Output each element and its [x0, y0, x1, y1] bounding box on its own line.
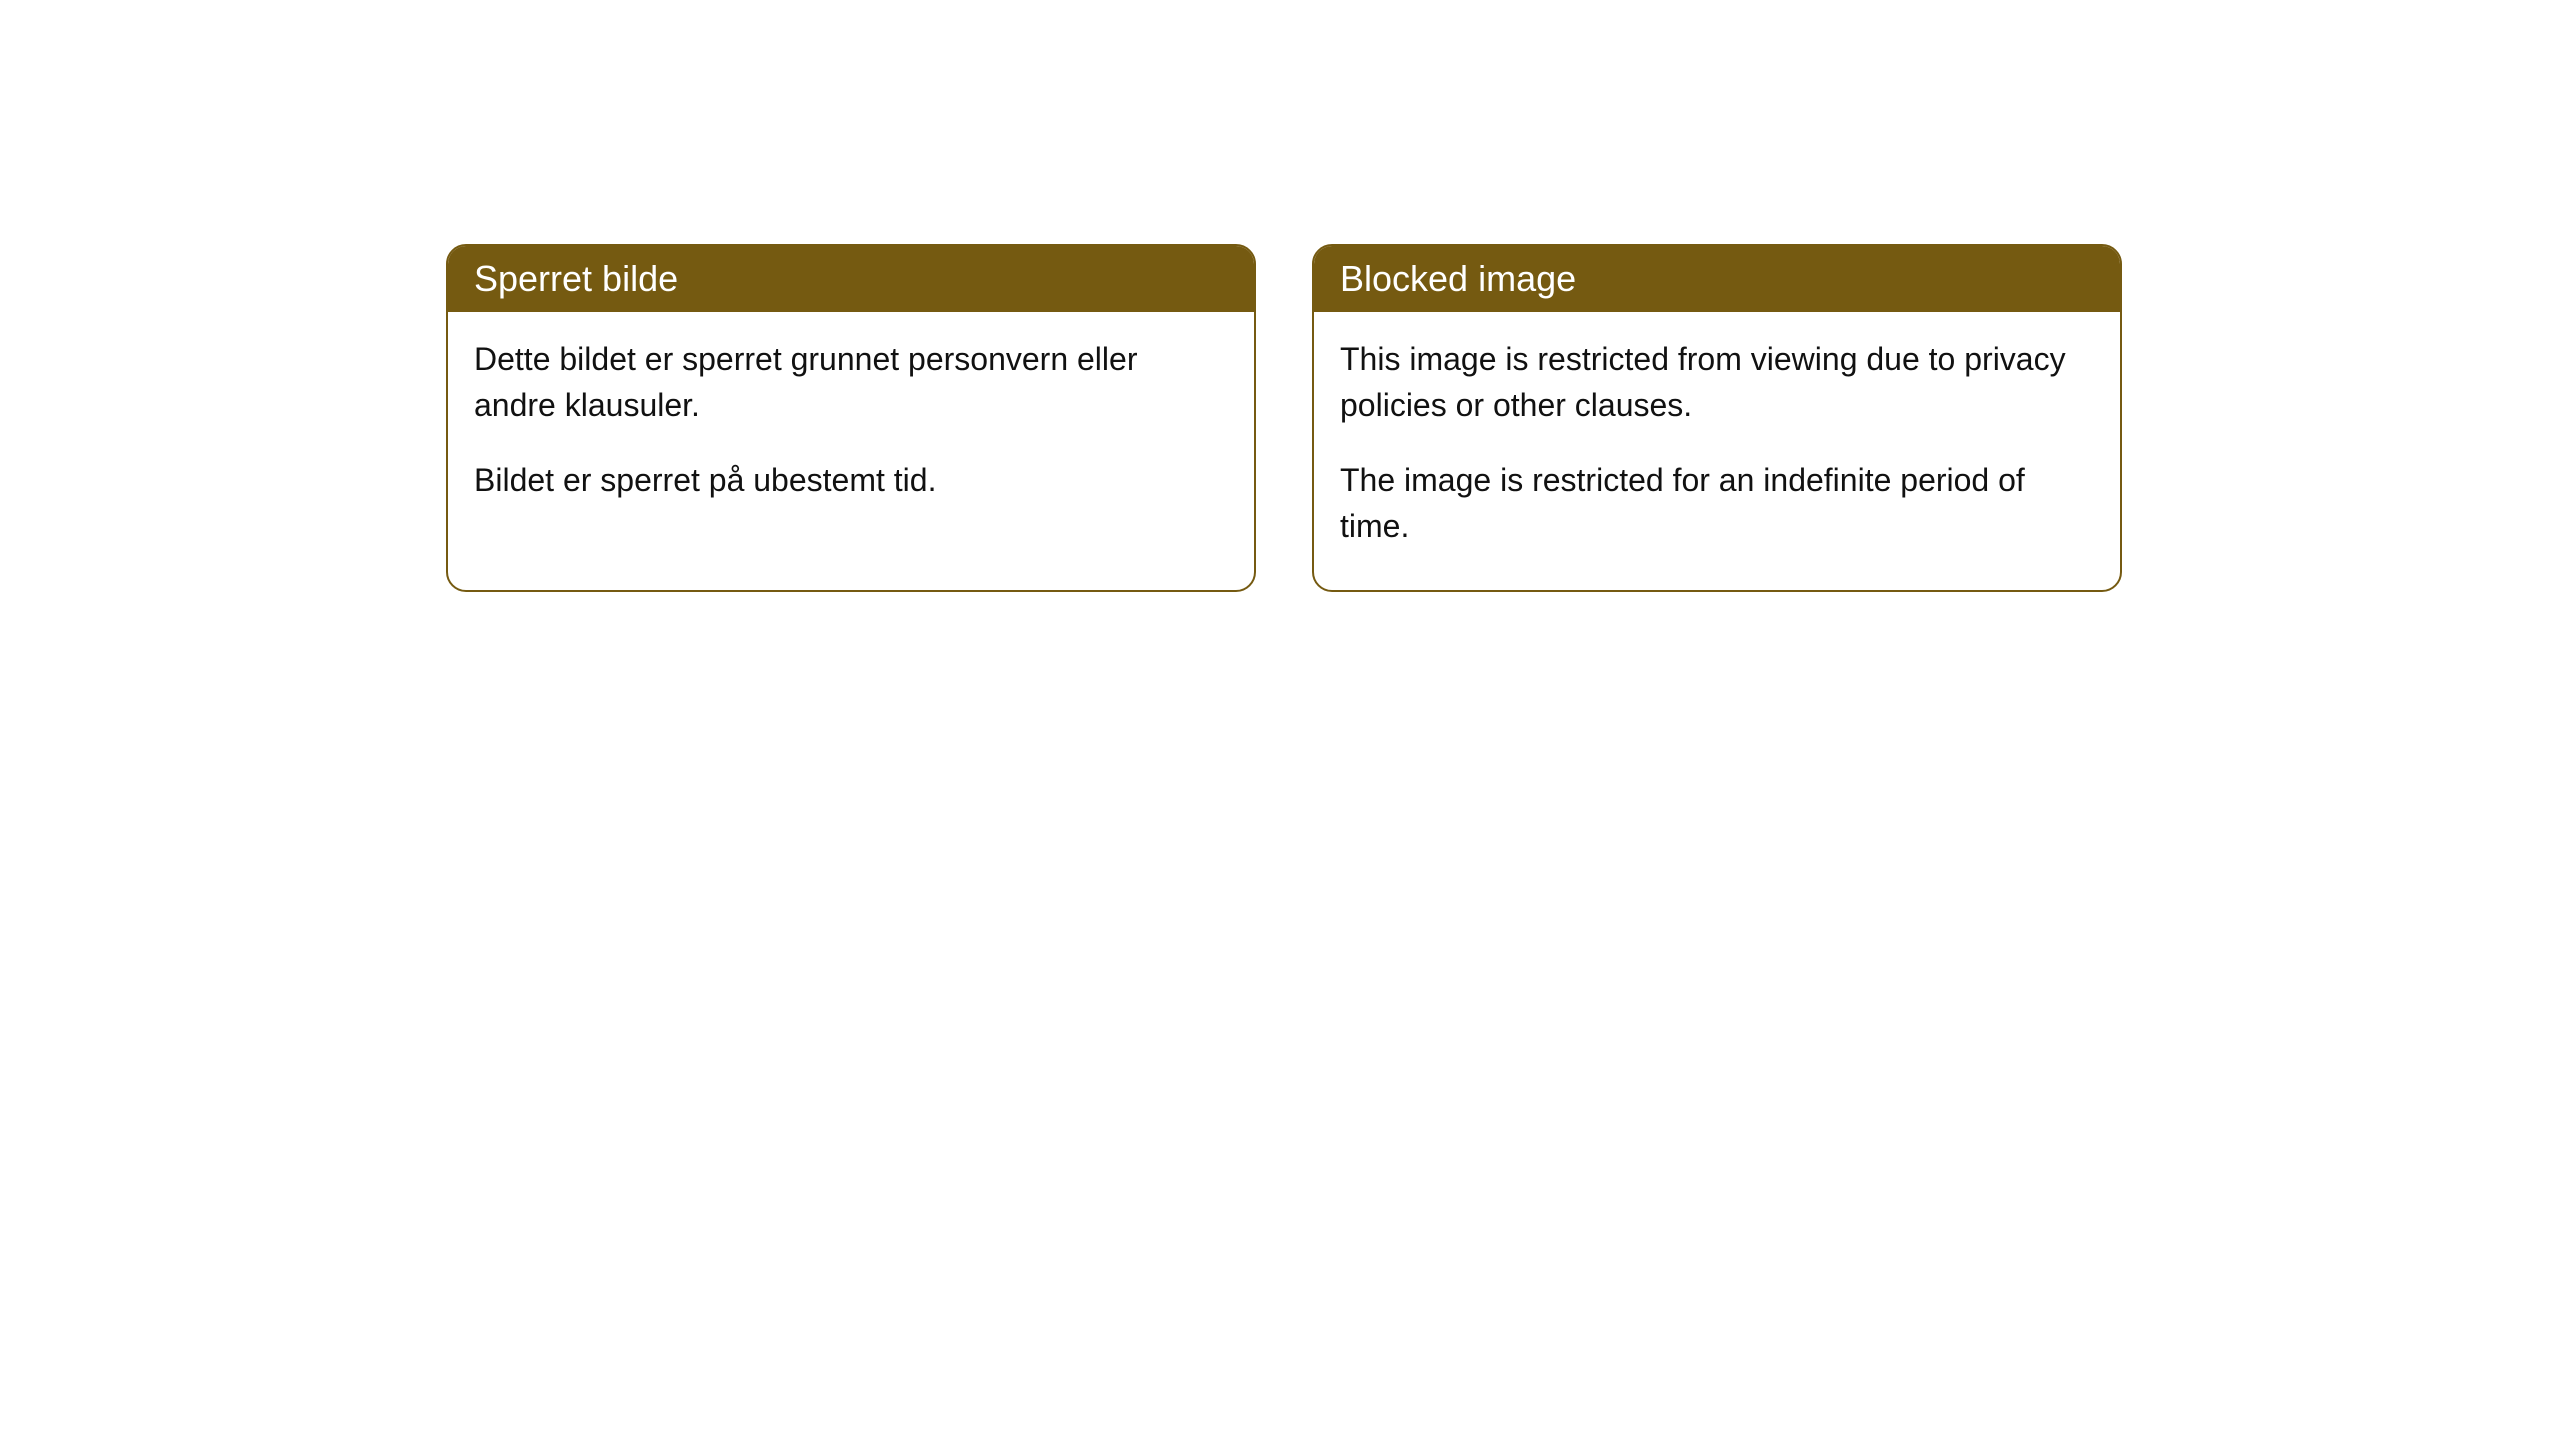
card-body-no: Dette bildet er sperret grunnet personve… — [448, 312, 1254, 543]
card-text-en-2: The image is restricted for an indefinit… — [1340, 457, 2094, 550]
notice-card-container: Sperret bilde Dette bildet er sperret gr… — [0, 0, 2560, 592]
card-text-no-1: Dette bildet er sperret grunnet personve… — [474, 336, 1228, 429]
card-text-en-1: This image is restricted from viewing du… — [1340, 336, 2094, 429]
card-header-no: Sperret bilde — [448, 246, 1254, 312]
card-text-no-2: Bildet er sperret på ubestemt tid. — [474, 457, 1228, 503]
card-body-en: This image is restricted from viewing du… — [1314, 312, 2120, 590]
blocked-image-card-no: Sperret bilde Dette bildet er sperret gr… — [446, 244, 1256, 592]
blocked-image-card-en: Blocked image This image is restricted f… — [1312, 244, 2122, 592]
card-header-en: Blocked image — [1314, 246, 2120, 312]
